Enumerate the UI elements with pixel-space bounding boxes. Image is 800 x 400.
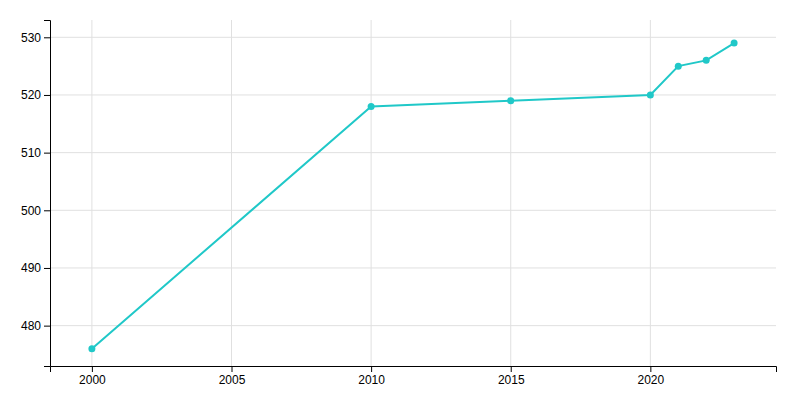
tick-label: 2005 [219, 373, 246, 387]
axis-line [44, 21, 51, 367]
tick-label: 490 [21, 261, 41, 275]
tick: 520 [21, 88, 50, 102]
chart-container: 2000 2005 2010 2015 2020 480 490 500 510 520 530 [0, 0, 800, 400]
tick-mark [371, 366, 372, 372]
tick-label: 510 [21, 146, 41, 160]
tick-label: 500 [21, 204, 41, 218]
tick-mark [650, 366, 651, 372]
grid-line-y [50, 325, 776, 326]
tick-mark [44, 95, 50, 96]
tick-label: 520 [21, 88, 41, 102]
tick-label: 480 [21, 319, 41, 333]
chart-svg: 2000 2005 2010 2015 2020 480 490 500 510 520 530 [0, 0, 800, 400]
tick: 480 [21, 319, 50, 333]
grid-line-y [50, 94, 776, 95]
tick-mark [44, 210, 50, 211]
marker [368, 103, 375, 110]
tick-label: 2000 [79, 373, 106, 387]
tick-mark [232, 366, 233, 372]
tick-label: 2015 [498, 373, 525, 387]
tick: 2010 [358, 366, 385, 387]
grid-line-x [650, 20, 651, 366]
marker [703, 57, 710, 64]
tick: 2005 [219, 366, 246, 387]
tick-mark [92, 366, 93, 372]
tick-mark [44, 37, 50, 38]
grid-line-x [510, 20, 511, 366]
grid-line-x [371, 20, 372, 366]
x-axis: 2000 2005 2010 2015 2020 [51, 366, 777, 387]
marker [507, 97, 514, 104]
tick: 490 [21, 261, 50, 275]
marker [675, 63, 682, 70]
marker [647, 91, 654, 98]
tick-label: 530 [21, 31, 41, 45]
grid-line-x [231, 20, 232, 366]
tick: 2015 [498, 366, 525, 387]
tick-mark [511, 366, 512, 372]
tick-mark [44, 268, 50, 269]
tick: 500 [21, 204, 50, 218]
axis-line [51, 367, 777, 373]
marks [88, 40, 737, 353]
marker [88, 345, 95, 352]
tick-mark [44, 326, 50, 327]
grid-line-x [91, 20, 92, 366]
marker [731, 40, 738, 47]
tick-mark [44, 153, 50, 154]
tick: 2020 [637, 366, 664, 387]
grid-line-y [50, 152, 776, 153]
grid-line-y [50, 267, 776, 268]
tick-label: 2020 [637, 373, 664, 387]
tick: 530 [21, 31, 50, 45]
y-axis: 480 490 500 510 520 530 [21, 21, 51, 367]
grid [50, 20, 776, 366]
line [92, 43, 734, 349]
plot-area: 2000 2005 2010 2015 2020 480 490 500 510 520 530 [21, 20, 777, 387]
tick: 510 [21, 146, 50, 160]
grid-line-y [50, 210, 776, 211]
grid-line-y [50, 37, 776, 38]
tick: 2000 [79, 366, 106, 387]
tick-label: 2010 [358, 373, 385, 387]
